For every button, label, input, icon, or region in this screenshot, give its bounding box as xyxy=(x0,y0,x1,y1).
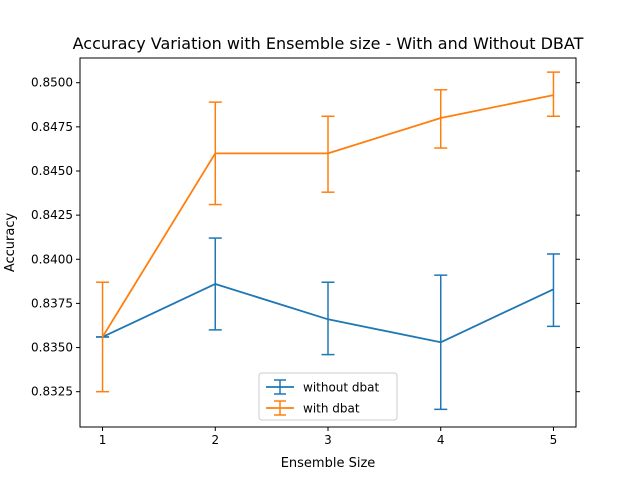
y-tick-label-7: 0.8500 xyxy=(31,76,73,90)
x-axis-label: Ensemble Size xyxy=(281,456,376,471)
y-axis-ticks: 0.8325 0.8350 0.8375 0.8400 0.8425 0.8450 0.84… xyxy=(31,76,580,399)
x-tick-label-1: 2 xyxy=(211,433,219,447)
legend: without dbat with dbat xyxy=(258,372,398,421)
y-tick-label-3: 0.8400 xyxy=(31,252,73,266)
x-tick-label-0: 1 xyxy=(99,433,107,447)
x-axis-ticks: 1 2 3 4 5 xyxy=(99,427,558,447)
x-tick-label-3: 4 xyxy=(437,433,445,447)
y-axis-label: Accuracy xyxy=(3,213,18,273)
legend-label-0: without dbat xyxy=(303,381,380,395)
series-0-group xyxy=(96,237,560,411)
series-1-line xyxy=(101,94,554,338)
series-0-line xyxy=(102,283,554,344)
y-tick-label-4: 0.8425 xyxy=(31,208,73,222)
series-1-group xyxy=(96,71,560,393)
y-tick-label-1: 0.8350 xyxy=(31,341,73,355)
x-tick-label-2: 3 xyxy=(324,433,332,447)
y-tick-label-6: 0.8475 xyxy=(31,120,73,134)
chart-title: Accuracy Variation with Ensemble size - … xyxy=(73,34,584,53)
y-tick-label-0: 0.8325 xyxy=(31,385,73,399)
y-tick-label-2: 0.8375 xyxy=(31,296,73,310)
y-tick-label-5: 0.8450 xyxy=(31,164,73,178)
plot-area xyxy=(96,71,560,411)
legend-label-1: with dbat xyxy=(303,402,360,416)
x-tick-label-4: 5 xyxy=(550,433,558,447)
